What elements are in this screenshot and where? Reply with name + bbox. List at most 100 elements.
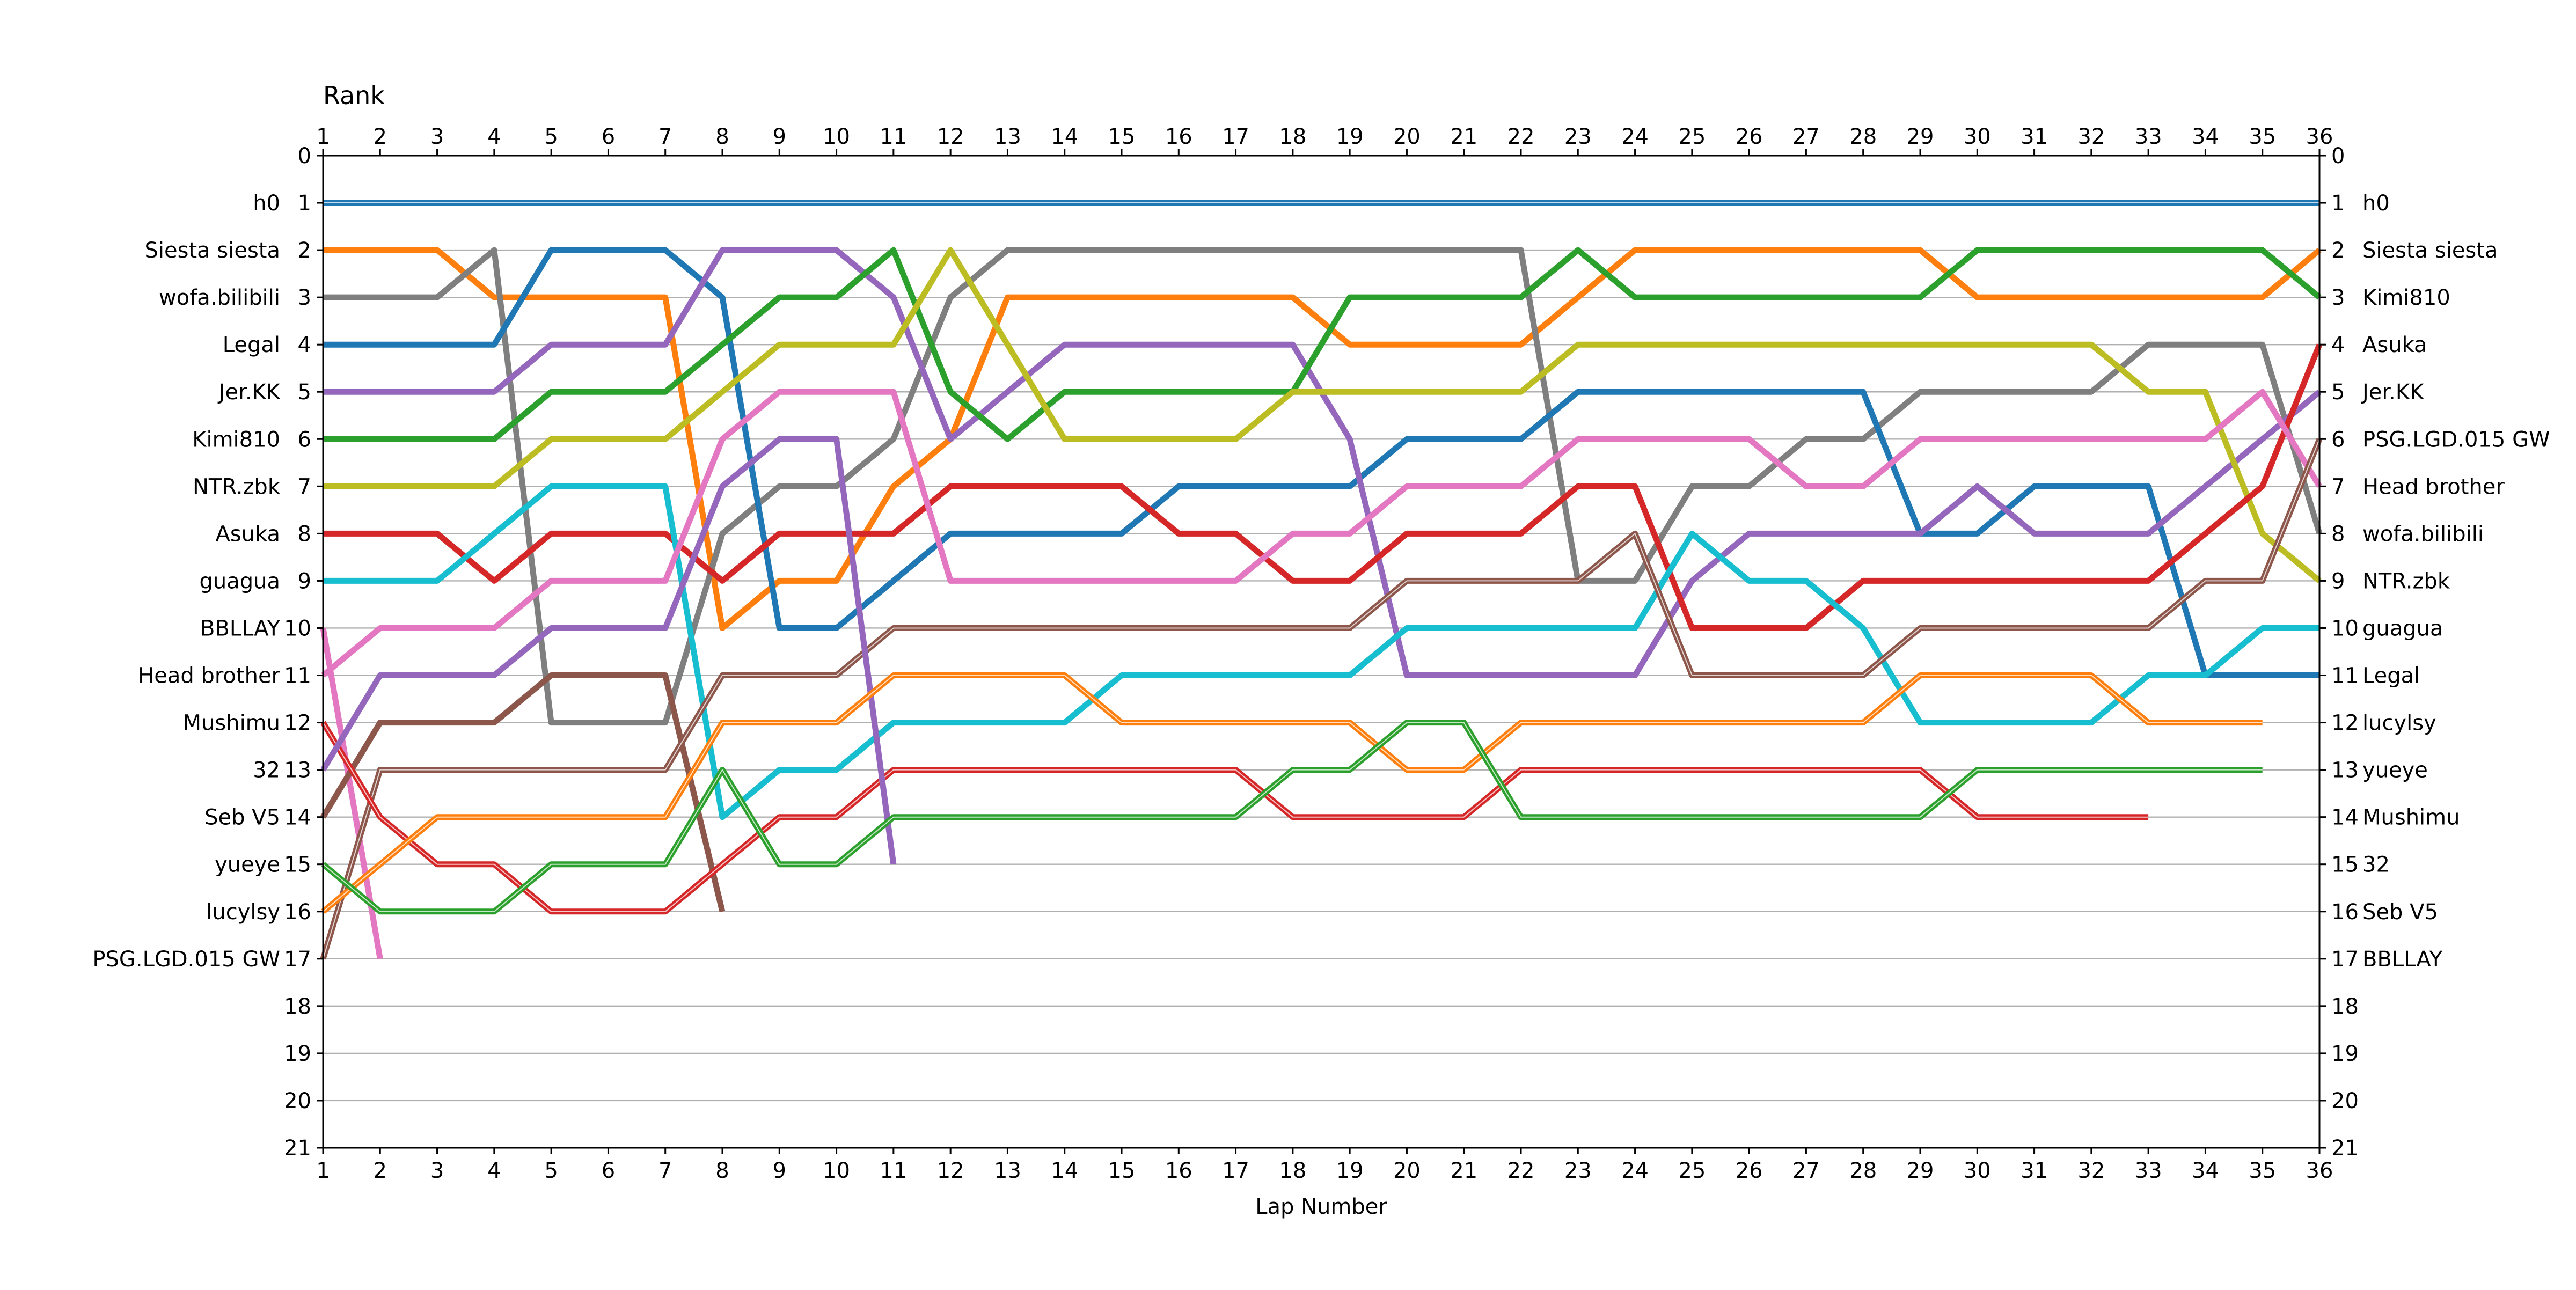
y-tick-label-left-18: 18 [284,994,311,1019]
x-tick-label-top-34: 34 [2192,124,2219,149]
x-tick-label-bottom-30: 30 [1964,1159,1991,1183]
y-tick-label-left-21: 21 [284,1136,311,1161]
series-line-wofa-bilibili [323,247,2323,726]
left-name-psg-lgd-015-gw: PSG.LGD.015 GW [92,947,280,972]
x-tick-label-bottom-3: 3 [430,1159,444,1183]
y-tick-label-right-11: 11 [2331,664,2359,688]
x-tick-label-bottom-32: 32 [2077,1159,2105,1183]
x-tick-label-bottom-5: 5 [544,1159,558,1183]
left-name-asuka: Asuka [215,522,280,546]
right-name-asuka: Asuka [2362,333,2427,357]
right-name-mushimu: Mushimu [2362,805,2460,830]
y-tick-label-right-20: 20 [2331,1089,2359,1113]
left-name-seb-v5: Seb V5 [204,805,280,830]
right-name-jer-kk: Jer.KK [2361,380,2425,405]
series-line-highlight-mushimu [323,722,2149,912]
x-tick-label-bottom-14: 14 [1051,1159,1078,1183]
y-tick-label-left-15: 15 [284,853,311,877]
x-tick-label-top-33: 33 [2135,124,2162,149]
right-name-h0: h0 [2362,191,2390,216]
x-tick-label-top-23: 23 [1564,124,1592,149]
right-name-siesta-siesta: Siesta siesta [2362,238,2498,263]
y-tick-label-right-1: 1 [2331,191,2345,216]
x-tick-label-top-2: 2 [374,124,387,149]
x-tick-label-top-25: 25 [1678,124,1706,149]
x-tick-label-bottom-22: 22 [1507,1159,1535,1183]
y-tick-label-left-2: 2 [298,238,311,263]
x-tick-label-bottom-23: 23 [1564,1159,1592,1183]
left-name-yueye: yueye [215,853,280,877]
x-axis-label: Lap Number [1255,1194,1387,1219]
y-tick-label-right-9: 9 [2331,569,2345,593]
left-name-wofa-bilibili: wofa.bilibili [159,285,280,310]
x-tick-label-bottom-33: 33 [2135,1159,2162,1183]
series-asuka [323,343,2323,631]
right-name-32: 32 [2362,853,2390,877]
y-axis-label: Rank [323,81,385,110]
right-name-ntr-zbk: NTR.zbk [2362,569,2450,593]
series-head-brother [320,438,2323,960]
x-tick-label-bottom-27: 27 [1792,1159,1820,1183]
left-name-bbllay: BBLLAY [200,616,281,641]
left-name-32: 32 [253,758,280,783]
x-tick-label-bottom-26: 26 [1736,1159,1763,1183]
x-tick-label-bottom-36: 36 [2306,1159,2333,1183]
y-tick-label-right-6: 6 [2331,427,2345,452]
left-name-jer-kk: Jer.KK [217,380,281,405]
x-tick-label-bottom-24: 24 [1621,1159,1649,1183]
series-siesta-siesta [323,247,2322,631]
x-tick-label-top-22: 22 [1507,124,1535,149]
left-name-lucylsy: lucylsy [206,900,280,925]
x-tick-label-bottom-28: 28 [1849,1159,1877,1183]
x-tick-label-top-29: 29 [1907,124,1934,149]
right-name-guagua: guagua [2362,616,2443,641]
y-tick-label-left-19: 19 [284,1042,311,1066]
x-tick-label-top-17: 17 [1222,124,1249,149]
series-line-asuka [323,343,2323,631]
y-tick-label-left-7: 7 [298,474,311,499]
x-tick-label-bottom-13: 13 [994,1159,1021,1183]
y-tick-label-left-17: 17 [284,947,311,972]
x-tick-label-bottom-8: 8 [715,1159,729,1183]
series-jer-kk [323,247,2322,678]
y-tick-label-right-0: 0 [2331,144,2345,168]
y-tick-label-right-17: 17 [2331,947,2359,972]
y-tick-label-left-4: 4 [298,333,311,357]
series-bbllay [321,389,2322,678]
x-tick-label-top-21: 21 [1450,124,1477,149]
series-guagua [323,483,2319,820]
series-head-brother [320,672,726,913]
series-line-head-brother [320,438,2323,960]
left-name-h0: h0 [253,191,280,216]
x-tick-label-top-31: 31 [2021,124,2048,149]
x-tick-label-top-9: 9 [773,124,786,149]
x-tick-label-top-30: 30 [1964,124,1991,149]
y-tick-label-left-5: 5 [298,380,311,405]
x-tick-label-top-14: 14 [1051,124,1078,149]
x-tick-label-top-5: 5 [544,124,558,149]
x-tick-label-top-20: 20 [1393,124,1421,149]
y-tick-label-left-20: 20 [284,1089,311,1113]
series-seb-v5 [321,672,2263,914]
x-tick-label-top-35: 35 [2249,124,2276,149]
x-tick-label-top-28: 28 [1849,124,1877,149]
y-tick-label-left-11: 11 [284,664,311,688]
x-tick-label-bottom-4: 4 [487,1159,501,1183]
x-tick-label-top-12: 12 [937,124,964,149]
y-tick-label-right-13: 13 [2331,758,2359,783]
x-tick-label-bottom-21: 21 [1450,1159,1477,1183]
y-tick-label-right-15: 15 [2331,853,2359,877]
x-tick-label-bottom-19: 19 [1336,1159,1364,1183]
series-32 [320,436,897,865]
x-tick-label-bottom-25: 25 [1678,1159,1706,1183]
series-kimi810 [323,247,2322,442]
x-tick-label-bottom-16: 16 [1165,1159,1192,1183]
series-line-guagua [323,483,2319,820]
x-tick-label-bottom-29: 29 [1907,1159,1934,1183]
x-tick-label-top-4: 4 [487,124,501,149]
y-tick-label-right-8: 8 [2331,522,2345,546]
right-name-legal: Legal [2362,664,2420,688]
y-tick-label-left-0: 0 [298,144,311,168]
y-tick-label-left-12: 12 [284,711,311,736]
